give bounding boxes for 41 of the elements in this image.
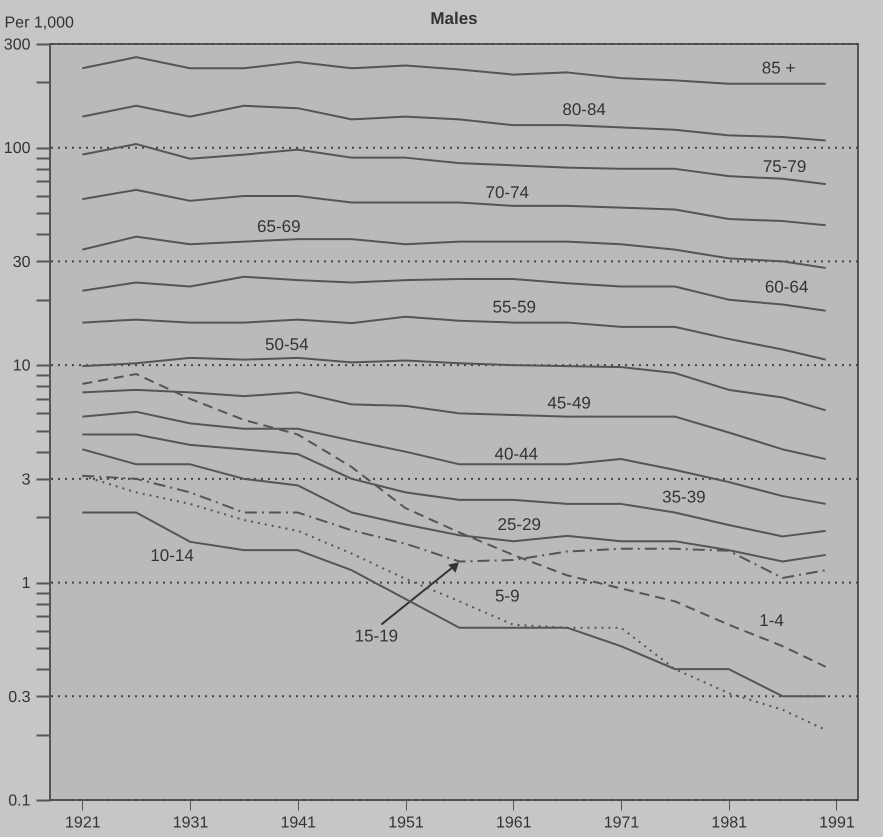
y-tick-label: 3 <box>22 471 31 488</box>
y-tick-label: 0.3 <box>8 688 31 706</box>
line-series <box>81 56 827 85</box>
series-label: 5-9 <box>494 586 520 606</box>
y-tick-label: 100 <box>4 140 31 158</box>
y-tick-label: 1 <box>22 575 31 592</box>
line-series <box>81 104 827 142</box>
y-tick-label: 300 <box>4 36 31 54</box>
series-label: 35-39 <box>662 488 706 507</box>
line-series <box>81 316 827 361</box>
x-tick-label: 1971 <box>604 814 640 832</box>
series-label: 40-44 <box>494 444 538 464</box>
x-tick-label: 1981 <box>711 814 748 832</box>
series-label: 80-84 <box>562 100 606 120</box>
series-label: 70-74 <box>486 182 529 202</box>
series-label: 10-14 <box>150 546 194 565</box>
line-series <box>81 276 827 312</box>
y-axis-title: Per 1,000 <box>4 14 74 32</box>
series-label: 85 + <box>762 58 796 78</box>
series-label: 25-29 <box>498 515 541 534</box>
x-tick-label: 1991 <box>819 814 855 832</box>
line-series <box>81 236 827 269</box>
x-tick-label: 1951 <box>388 814 424 832</box>
series-label: 1-4 <box>759 611 784 630</box>
x-tick-label: 1921 <box>65 814 101 832</box>
x-tick-label: 1941 <box>280 814 316 832</box>
chart-title: Males <box>430 9 478 28</box>
x-tick-label: 1961 <box>496 814 532 832</box>
series-label: 60-64 <box>764 278 808 297</box>
text: 15-19 <box>354 626 398 646</box>
x-tick-label: 1931 <box>172 814 208 832</box>
y-tick-label: 0.1 <box>8 792 31 810</box>
series-label: 50-54 <box>265 334 309 354</box>
y-tick-label: 10 <box>12 358 31 375</box>
line-series <box>81 356 827 412</box>
series-label: 75-79 <box>762 156 806 176</box>
series-label: 55-59 <box>492 298 536 317</box>
line-series <box>81 143 827 186</box>
y-tick-label: 30 <box>12 254 31 271</box>
series-label: 45-49 <box>547 394 591 413</box>
series-label: 65-69 <box>257 217 301 236</box>
